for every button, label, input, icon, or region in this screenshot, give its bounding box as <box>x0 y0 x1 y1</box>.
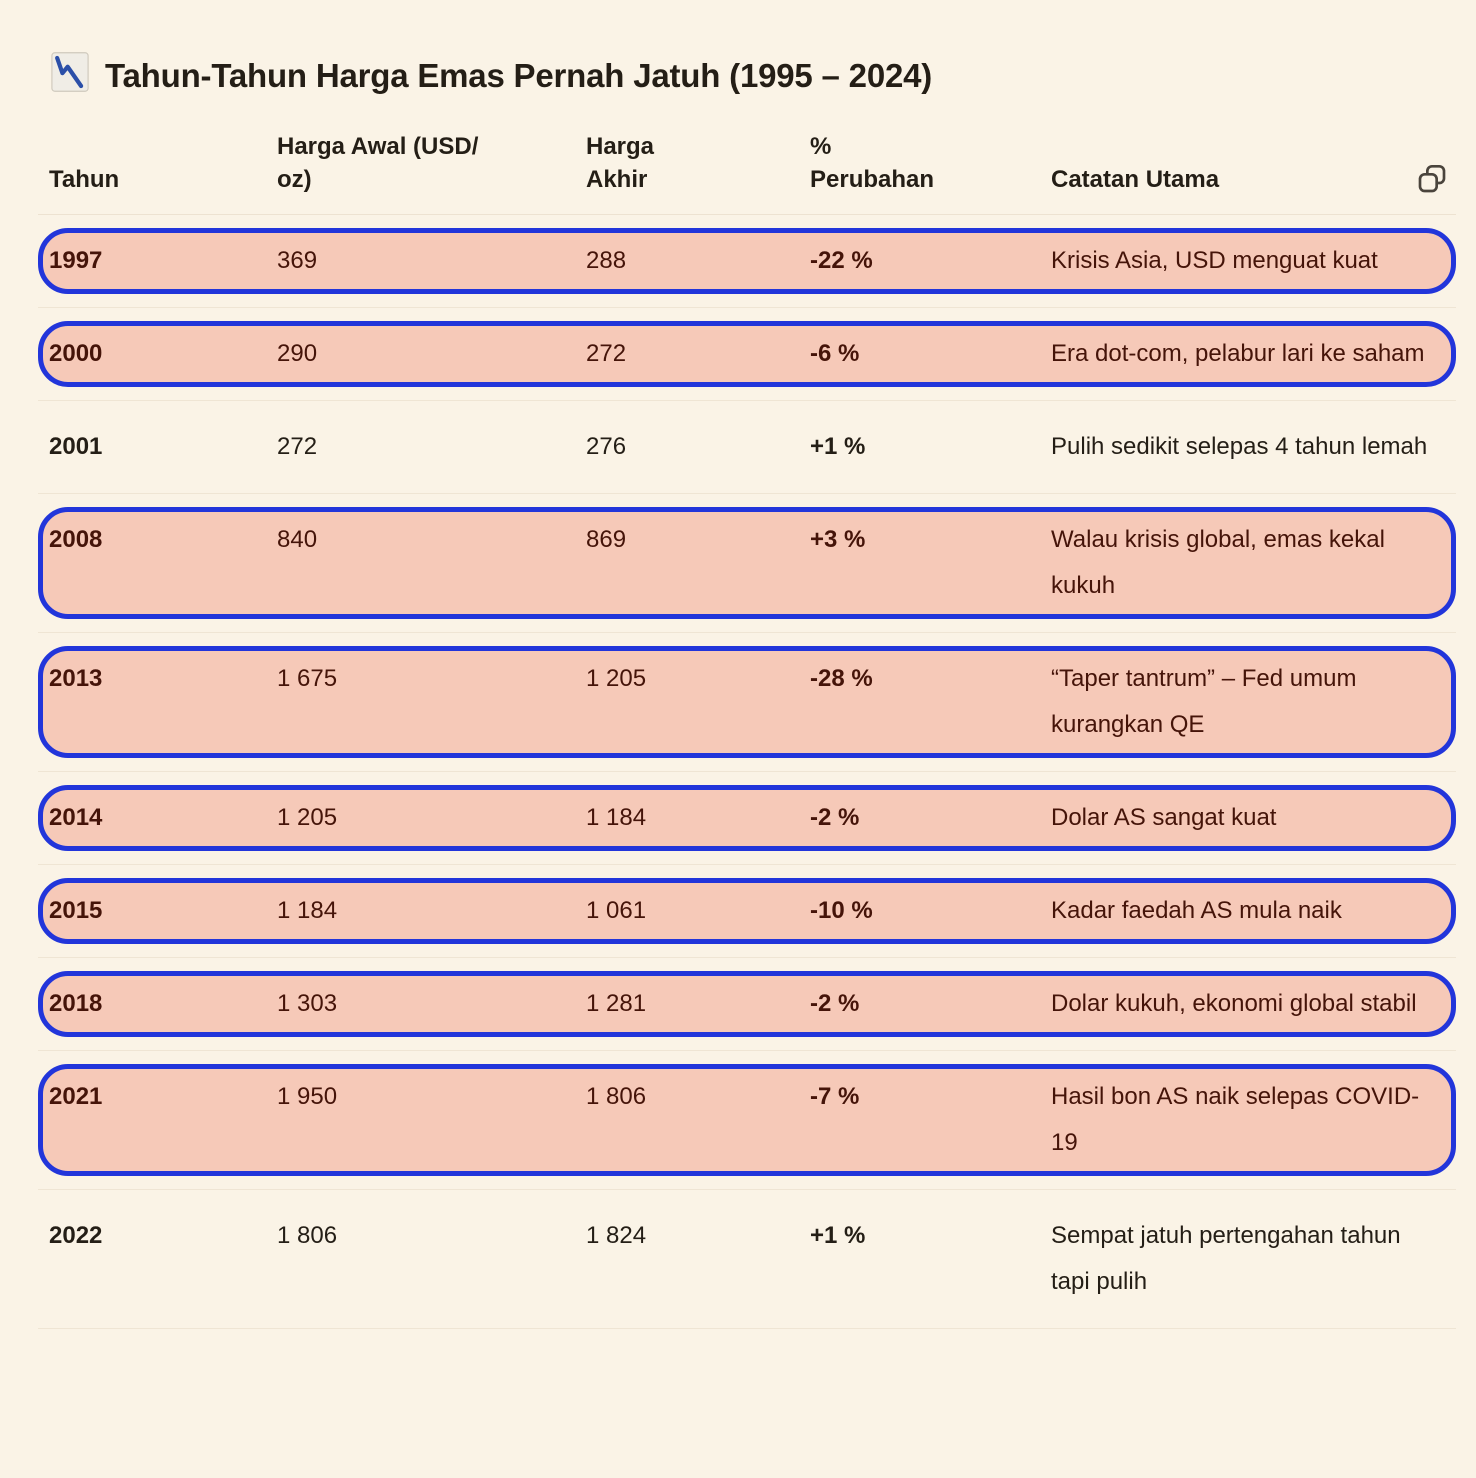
cell-price-end: 869 <box>586 526 627 553</box>
table-row-highlighted[interactable]: 2021 1 950 1 806 -7 % Hasil bon AS naik … <box>38 1064 1456 1176</box>
cell-year: 2000 <box>49 340 103 367</box>
cell-price-start: 1 205 <box>277 804 338 831</box>
cell-year: 2013 <box>49 665 103 692</box>
cell-note: Dolar AS sangat kuat <box>1051 804 1277 831</box>
cell-price-start: 1 950 <box>277 1083 338 1110</box>
column-header-catatan: Catatan Utama <box>1051 166 1220 193</box>
cell-price-end: 1 281 <box>586 990 647 1017</box>
table-row: 2022 1 806 1 824 +1 % Sempat jatuh perte… <box>38 1203 1456 1315</box>
table-row-wrapper: 2008 840 869 +3 % Walau krisis global, e… <box>38 494 1456 633</box>
cell-price-end: 1 061 <box>586 897 647 924</box>
cell-note: Walau krisis global, emas kekal kukuh <box>1051 526 1385 599</box>
cell-year: 2021 <box>49 1083 103 1110</box>
cell-change: -7 % <box>810 1083 860 1110</box>
cell-price-start: 1 184 <box>277 897 338 924</box>
cell-change: -10 % <box>810 897 873 924</box>
table-body: 1997 369 288 -22 % Krisis Asia, USD meng… <box>38 215 1456 1329</box>
cell-note: Dolar kukuh, ekonomi global stabil <box>1051 990 1417 1017</box>
cell-year: 2014 <box>49 804 103 831</box>
page: Tahun-Tahun Harga Emas Pernah Jatuh (199… <box>38 50 1456 1329</box>
copy-table-button[interactable] <box>1412 160 1452 200</box>
cell-note: Sempat jatuh pertengahan tahun tapi puli… <box>1051 1222 1401 1295</box>
cell-change: -2 % <box>810 804 860 831</box>
table-row-highlighted[interactable]: 2013 1 675 1 205 -28 % “Taper tantrum” –… <box>38 646 1456 758</box>
table-row-wrapper: 1997 369 288 -22 % Krisis Asia, USD meng… <box>38 215 1456 308</box>
cell-year: 2018 <box>49 990 103 1017</box>
cell-change: +1 % <box>810 433 866 460</box>
column-header-harga-akhir: Harga Akhir <box>586 133 655 193</box>
table-row-highlighted[interactable]: 2014 1 205 1 184 -2 % Dolar AS sangat ku… <box>38 785 1456 851</box>
cell-price-start: 840 <box>277 526 318 553</box>
table-row-highlighted[interactable]: 2015 1 184 1 061 -10 % Kadar faedah AS m… <box>38 878 1456 944</box>
cell-price-start: 369 <box>277 247 318 274</box>
gold-price-table: Tahun Harga Awal (USD/ oz) Harga Akhir %… <box>38 106 1456 1329</box>
cell-note: Era dot-com, pelabur lari ke saham <box>1051 340 1425 367</box>
column-header-perubahan: % Perubahan <box>810 133 935 193</box>
cell-price-start: 290 <box>277 340 318 367</box>
cell-price-end: 276 <box>586 433 627 460</box>
table-header-row: Tahun Harga Awal (USD/ oz) Harga Akhir %… <box>38 106 1456 215</box>
cell-year: 1997 <box>49 247 103 274</box>
cell-change: +3 % <box>810 526 866 553</box>
cell-price-start: 272 <box>277 433 318 460</box>
column-header-harga-awal: Harga Awal (USD/ oz) <box>277 133 479 193</box>
cell-note: Hasil bon AS naik selepas COVID-19 <box>1051 1083 1420 1156</box>
chart-decreasing-icon <box>49 50 91 102</box>
cell-price-start: 1 806 <box>277 1222 338 1249</box>
cell-price-end: 288 <box>586 247 627 274</box>
cell-change: -28 % <box>810 665 873 692</box>
table-row-wrapper: 2000 290 272 -6 % Era dot-com, pelabur l… <box>38 308 1456 401</box>
table-row-wrapper: 2022 1 806 1 824 +1 % Sempat jatuh perte… <box>38 1190 1456 1329</box>
table-row-wrapper: 2001 272 276 +1 % Pulih sedikit selepas … <box>38 401 1456 494</box>
cell-change: -6 % <box>810 340 860 367</box>
table-row-wrapper: 2014 1 205 1 184 -2 % Dolar AS sangat ku… <box>38 772 1456 865</box>
cell-note: Pulih sedikit selepas 4 tahun lemah <box>1051 433 1428 460</box>
cell-change: -22 % <box>810 247 873 274</box>
cell-price-end: 1 806 <box>586 1083 647 1110</box>
cell-note: “Taper tantrum” – Fed umum kurangkan QE <box>1051 665 1357 738</box>
table-row-wrapper: 2013 1 675 1 205 -28 % “Taper tantrum” –… <box>38 633 1456 772</box>
table-row-wrapper: 2015 1 184 1 061 -10 % Kadar faedah AS m… <box>38 865 1456 958</box>
cell-price-end: 272 <box>586 340 627 367</box>
cell-price-start: 1 303 <box>277 990 338 1017</box>
table-row-highlighted[interactable]: 2008 840 869 +3 % Walau krisis global, e… <box>38 507 1456 619</box>
cell-year: 2022 <box>49 1222 103 1249</box>
cell-price-end: 1 205 <box>586 665 647 692</box>
cell-year: 2001 <box>49 433 103 460</box>
cell-price-end: 1 184 <box>586 804 647 831</box>
cell-year: 2015 <box>49 897 103 924</box>
table-row-highlighted[interactable]: 1997 369 288 -22 % Krisis Asia, USD meng… <box>38 228 1456 294</box>
cell-note: Krisis Asia, USD menguat kuat <box>1051 247 1378 274</box>
table-row-highlighted[interactable]: 2000 290 272 -6 % Era dot-com, pelabur l… <box>38 321 1456 387</box>
table-row-highlighted[interactable]: 2018 1 303 1 281 -2 % Dolar kukuh, ekono… <box>38 971 1456 1037</box>
table-row-wrapper: 2018 1 303 1 281 -2 % Dolar kukuh, ekono… <box>38 958 1456 1051</box>
cell-price-start: 1 675 <box>277 665 338 692</box>
cell-change: -2 % <box>810 990 860 1017</box>
page-title: Tahun-Tahun Harga Emas Pernah Jatuh (199… <box>49 50 1456 102</box>
cell-price-end: 1 824 <box>586 1222 647 1249</box>
cell-note: Kadar faedah AS mula naik <box>1051 897 1342 924</box>
column-header-tahun: Tahun <box>49 166 120 193</box>
table-row-wrapper: 2021 1 950 1 806 -7 % Hasil bon AS naik … <box>38 1051 1456 1190</box>
cell-year: 2008 <box>49 526 103 553</box>
copy-icon <box>1416 163 1448 198</box>
cell-change: +1 % <box>810 1222 866 1249</box>
table-row: 2001 272 276 +1 % Pulih sedikit selepas … <box>38 414 1456 480</box>
page-title-text: Tahun-Tahun Harga Emas Pernah Jatuh (199… <box>105 57 933 94</box>
